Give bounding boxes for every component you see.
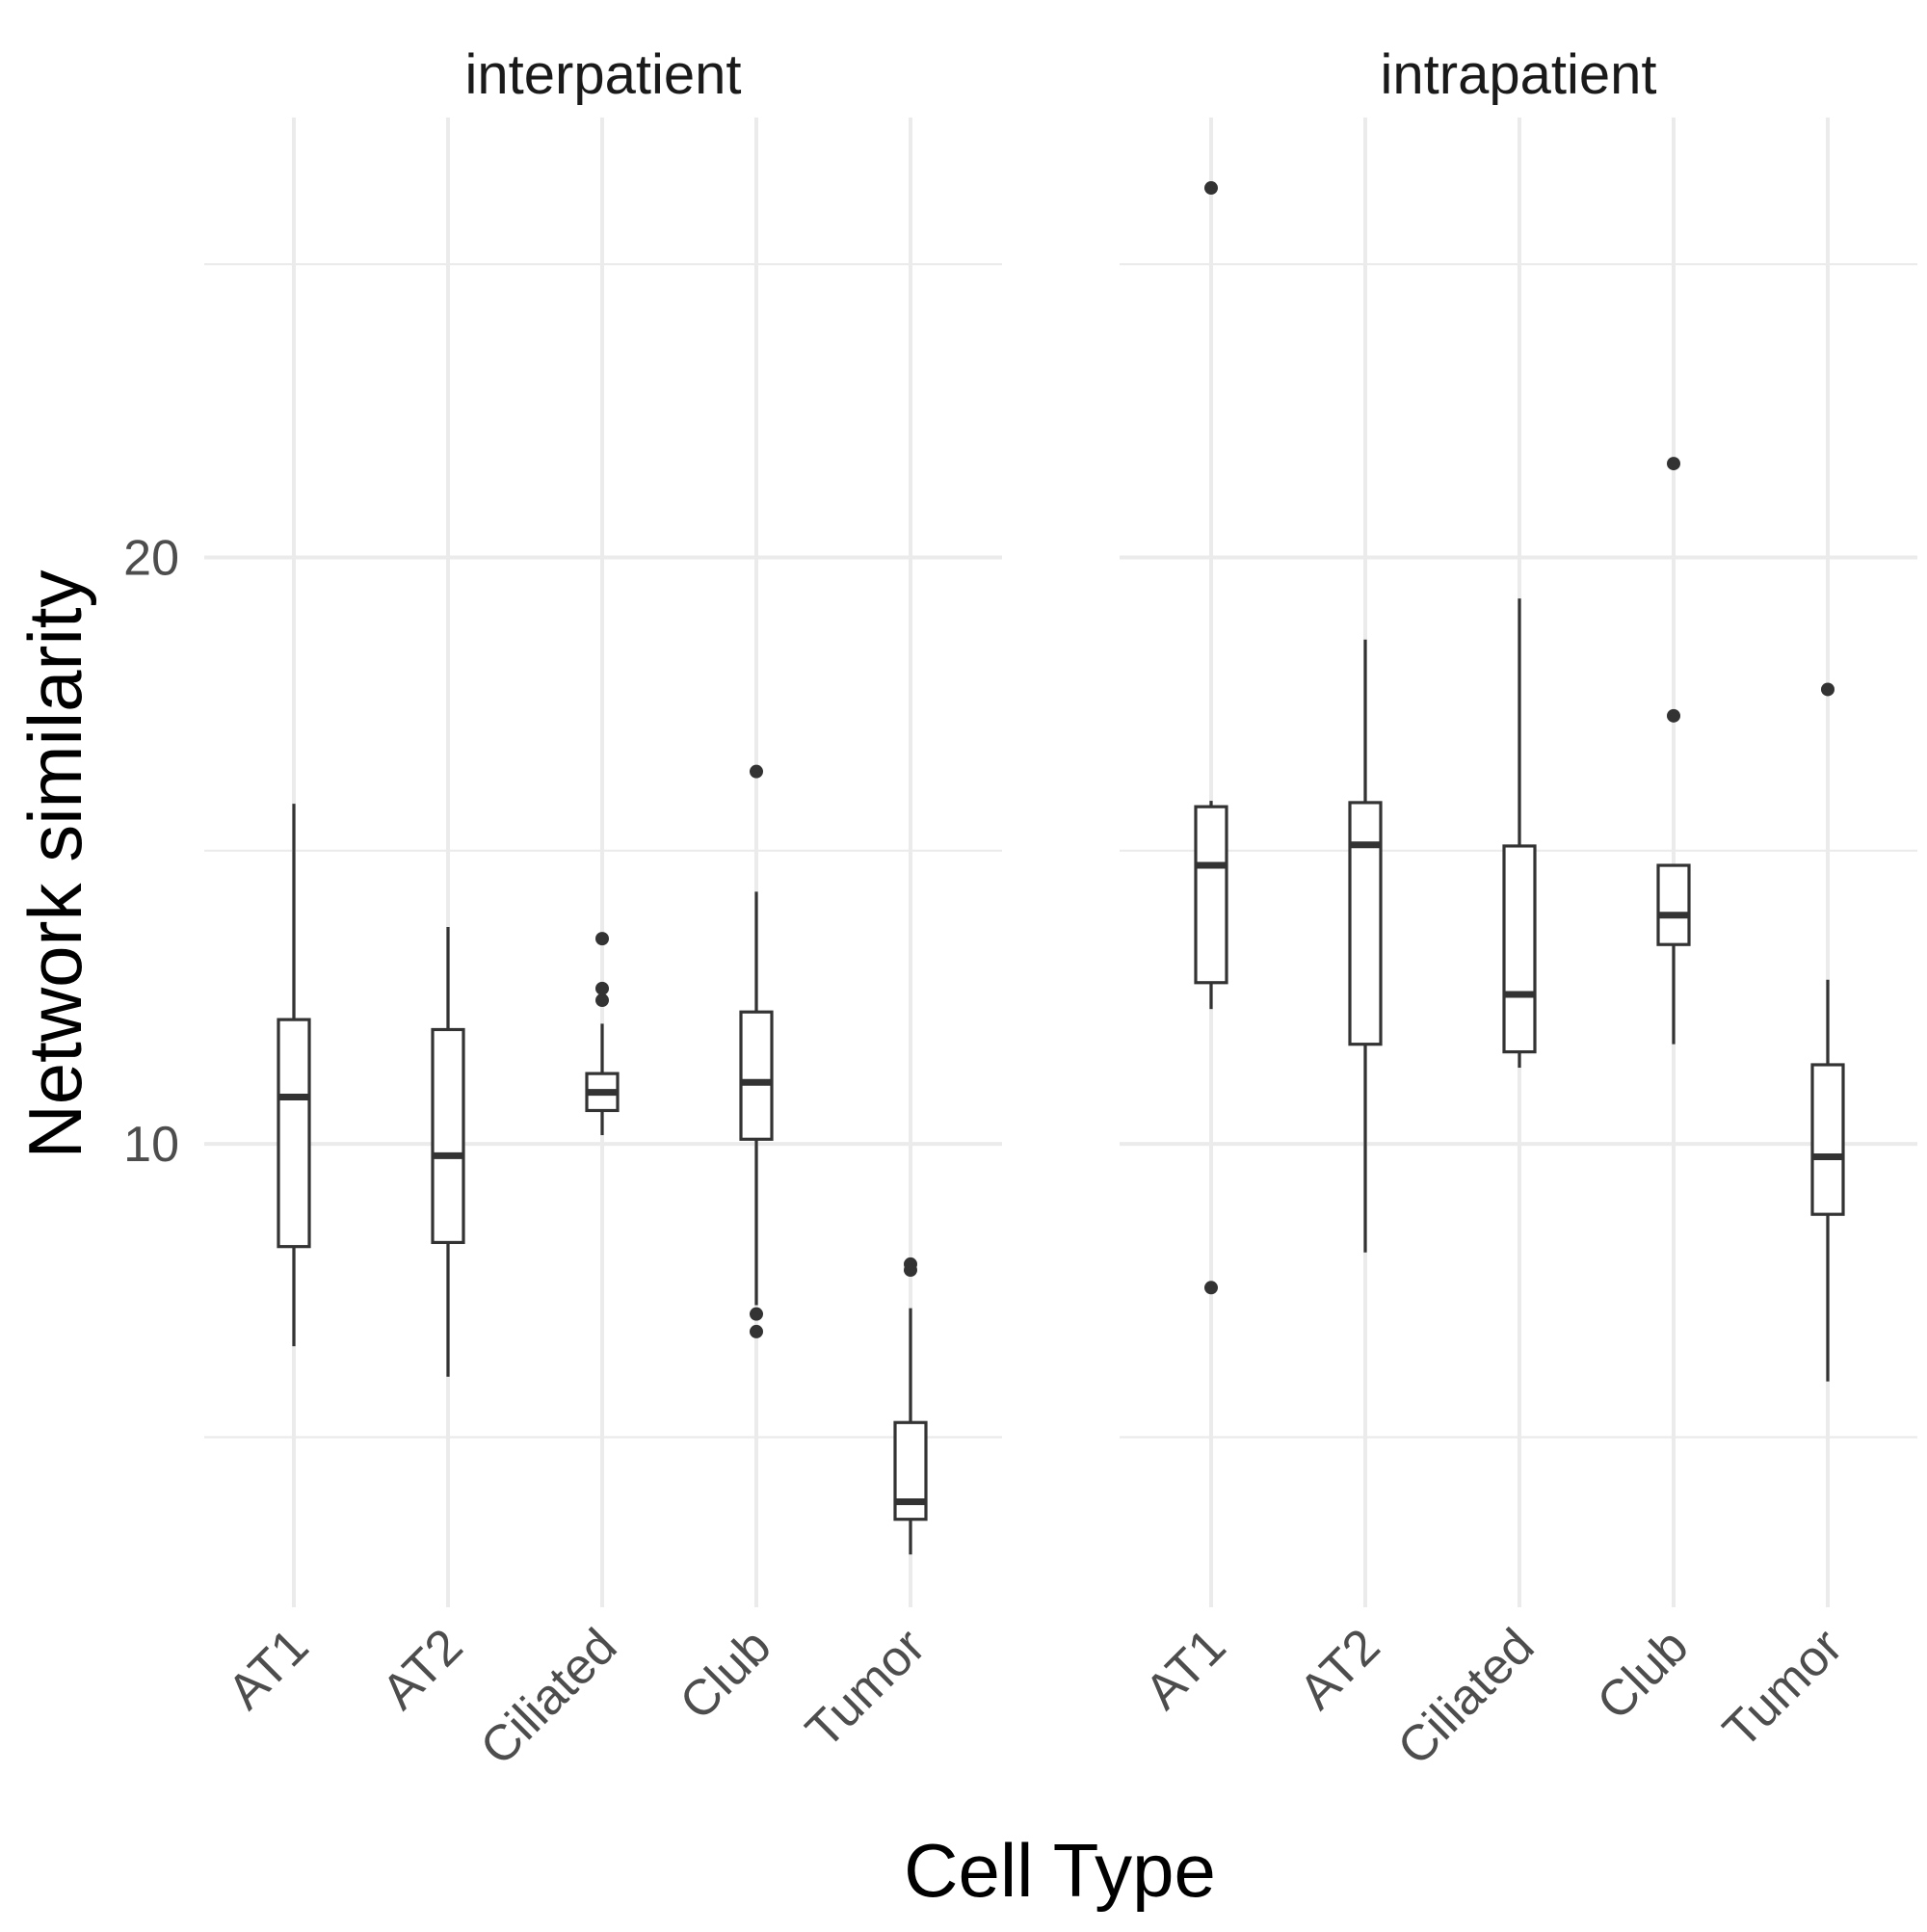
box-at1 — [277, 1018, 311, 1249]
x-tick-label: Club — [670, 1618, 782, 1731]
y-tick-label: 20 — [123, 530, 179, 586]
y-tick-label: 10 — [123, 1117, 179, 1173]
box-at2 — [1348, 801, 1383, 1046]
grid — [204, 118, 1917, 1607]
x-tick-label: Ciliated — [470, 1618, 628, 1776]
outlier-point — [1204, 1281, 1218, 1295]
box-club — [1656, 863, 1691, 946]
outlier-point — [1667, 708, 1680, 723]
outlier-point — [1204, 181, 1218, 196]
x-tick-label: Tumor — [1713, 1618, 1854, 1759]
x-tick-label: AT1 — [1135, 1618, 1237, 1720]
x-tick-label: AT2 — [372, 1618, 474, 1720]
x-tick-label: AT2 — [1289, 1618, 1391, 1720]
outlier-point — [750, 1307, 763, 1321]
box-ciliated — [1502, 844, 1537, 1054]
outlier-point — [904, 1263, 917, 1278]
outlier-point — [595, 993, 609, 1008]
box-marks — [277, 181, 1845, 1555]
box-at1 — [1194, 805, 1228, 985]
box-at2 — [431, 1027, 465, 1245]
outlier-point — [595, 981, 609, 995]
x-axis-title: Cell Type — [904, 1828, 1216, 1913]
x-tick-label: Club — [1587, 1618, 1700, 1731]
facet-label: interpatient — [465, 43, 742, 106]
x-tick-label: Ciliated — [1387, 1618, 1545, 1776]
box-tumor — [1810, 1063, 1845, 1216]
y-axis-title: Network similarity — [13, 569, 97, 1158]
box-club — [739, 1010, 774, 1141]
outlier-point — [595, 932, 609, 946]
x-tick-label: Tumor — [796, 1618, 937, 1759]
outlier-point — [1667, 457, 1680, 471]
outlier-point — [1821, 682, 1835, 697]
outlier-point — [750, 764, 763, 779]
x-tick-label: AT1 — [218, 1618, 320, 1720]
outlier-point — [750, 1324, 763, 1338]
facet-label: intrapatient — [1381, 43, 1657, 106]
